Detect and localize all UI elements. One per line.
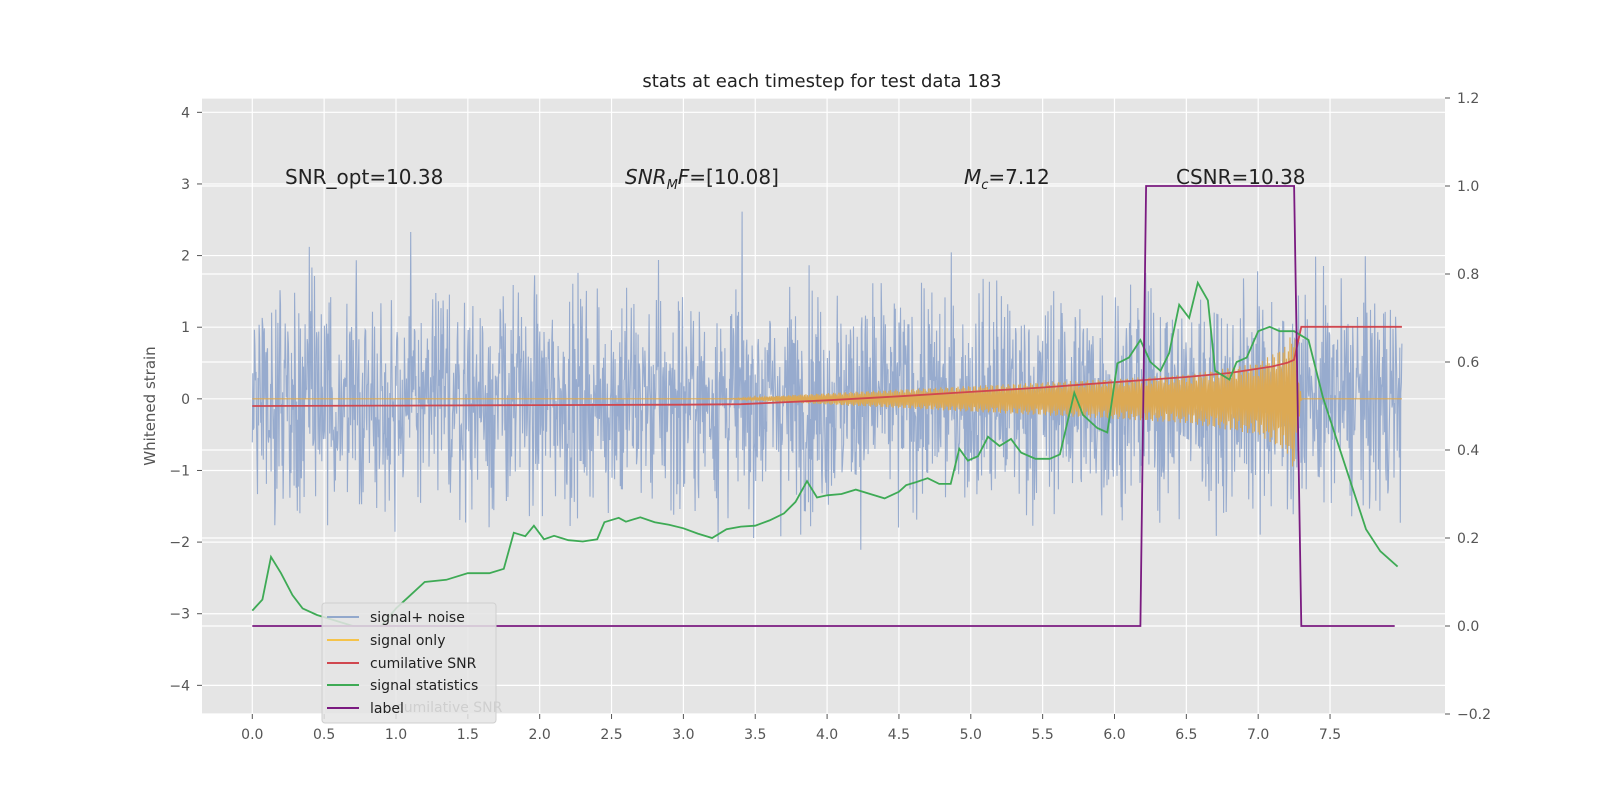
x-tick-label: 4.5 <box>888 727 910 743</box>
x-tick-label: 3.5 <box>744 727 766 743</box>
y-axis-right: 1.2 1.0 0.8 0.6 0.4 0.2 0.0 −0.2 <box>1445 91 1491 723</box>
y-tick-label: −1 <box>169 463 190 479</box>
y-tick-label: 2 <box>181 249 190 265</box>
x-tick-label: 6.5 <box>1175 727 1197 743</box>
legend-label-label: label <box>370 701 404 717</box>
annotation-snr-mf: SNRMF=[10.08] <box>625 165 779 193</box>
series-signal-noise <box>251 211 1403 550</box>
legend-hidden-text: cumilative SNR <box>396 700 503 716</box>
y-axis-label: Whitened strain <box>141 346 159 465</box>
annotation-csnr: CSNR=10.38 <box>1176 165 1306 189</box>
annotations: SNR_opt=10.38 SNRMF=[10.08] Mc=7.12 CSNR… <box>285 165 1306 193</box>
y-tick-label: −3 <box>169 607 190 623</box>
y2-tick-label: 0.0 <box>1457 619 1479 635</box>
y-axis-left: 4 3 2 1 0 −1 −2 −3 −4 <box>169 105 202 694</box>
legend: cumilative SNR signal+ noise signal only… <box>321 602 503 724</box>
line-series <box>251 185 1402 627</box>
y-tick-label: −2 <box>169 535 190 551</box>
series-label <box>252 185 1395 627</box>
signal-only-series <box>252 337 1402 467</box>
legend-label-signal-statistics: signal statistics <box>370 678 478 694</box>
x-tick-label: 1.5 <box>457 727 479 743</box>
y-tick-label: −4 <box>169 678 190 694</box>
x-axis: 0.0 0.5 1.0 1.5 2.0 2.5 3.0 3.5 4.0 4.5 5.0 5.5 6.0 6… <box>241 714 1341 743</box>
y2-tick-label: 0.2 <box>1457 531 1479 547</box>
annotation-snr-opt: SNR_opt=10.38 <box>285 165 443 189</box>
y-tick-label: 3 <box>181 177 190 193</box>
legend-label-cumulative-snr: cumilative SNR <box>370 656 477 672</box>
x-tick-label: 4.0 <box>816 727 838 743</box>
y2-tick-label: 1.0 <box>1457 179 1479 195</box>
annotation-mc: Mc=7.12 <box>964 165 1050 193</box>
y2-tick-label: 0.6 <box>1457 355 1479 371</box>
y2-tick-label: 0.8 <box>1457 267 1479 283</box>
series-signal-only <box>252 337 1402 467</box>
x-tick-label: 5.5 <box>1032 727 1054 743</box>
x-tick-label: 2.0 <box>529 727 551 743</box>
x-tick-label: 7.5 <box>1319 727 1341 743</box>
x-tick-label: 7.0 <box>1247 727 1269 743</box>
signal-noise-series <box>251 211 1403 550</box>
x-tick-label: 1.0 <box>385 727 407 743</box>
y-tick-label: 4 <box>181 105 190 121</box>
x-tick-label: 5.0 <box>960 727 982 743</box>
chart-title: stats at each timestep for test data 183 <box>642 71 1001 92</box>
legend-label-signal-noise: signal+ noise <box>370 610 465 626</box>
x-tick-label: 0.0 <box>241 727 263 743</box>
legend-label-signal-only: signal only <box>370 633 445 649</box>
series-cumilative-snr <box>252 325 1402 407</box>
legend-box <box>321 602 497 724</box>
y2-tick-label: 1.2 <box>1457 91 1479 107</box>
y2-tick-label: 0.4 <box>1457 443 1479 459</box>
y-tick-label: 0 <box>181 392 190 408</box>
x-tick-label: 6.0 <box>1103 727 1125 743</box>
x-tick-label: 3.0 <box>672 727 694 743</box>
x-tick-label: 0.5 <box>313 727 335 743</box>
x-tick-label: 2.5 <box>600 727 622 743</box>
series-signal-statistics <box>251 280 1399 627</box>
y-tick-label: 1 <box>181 320 190 336</box>
y2-tick-label: −0.2 <box>1457 707 1491 723</box>
